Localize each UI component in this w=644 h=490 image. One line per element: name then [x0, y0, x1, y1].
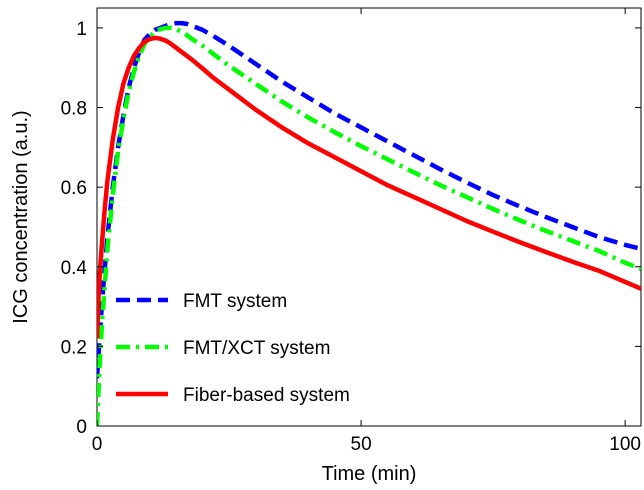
y-tick-label: 0.2 [61, 337, 87, 358]
x-tick-label: 50 [351, 434, 372, 455]
axes-frame [96, 7, 642, 427]
series-line-2 [97, 35, 641, 339]
y-tick-label: 0.4 [61, 258, 88, 279]
y-tick-label: 0.6 [61, 178, 87, 199]
x-tick-label: 100 [609, 434, 641, 455]
y-tick-label: 0.8 [61, 99, 87, 120]
legend-label-1: FMT/XCT system [183, 338, 330, 359]
legend: FMT system FMT/XCT system Fiber-based syst… [116, 291, 350, 406]
y-axis-label: ICG concentration (a.u.) [10, 110, 32, 323]
x-axis-label: Time (min) [322, 463, 417, 485]
legend-label-2: Fiber-based system [183, 385, 350, 406]
y-tick-label: 1 [76, 19, 87, 40]
series-layer [97, 20, 641, 426]
tick-layer: 0 50 100 0 0.2 0.4 0.6 0.8 1 [61, 8, 641, 455]
y-tick-label: 0 [76, 417, 87, 438]
series-line-0 [97, 20, 641, 379]
x-tick-label: 0 [92, 434, 103, 455]
legend-label-0: FMT system [183, 291, 287, 312]
series-line-1 [97, 25, 641, 426]
plot-area-border [96, 7, 642, 427]
